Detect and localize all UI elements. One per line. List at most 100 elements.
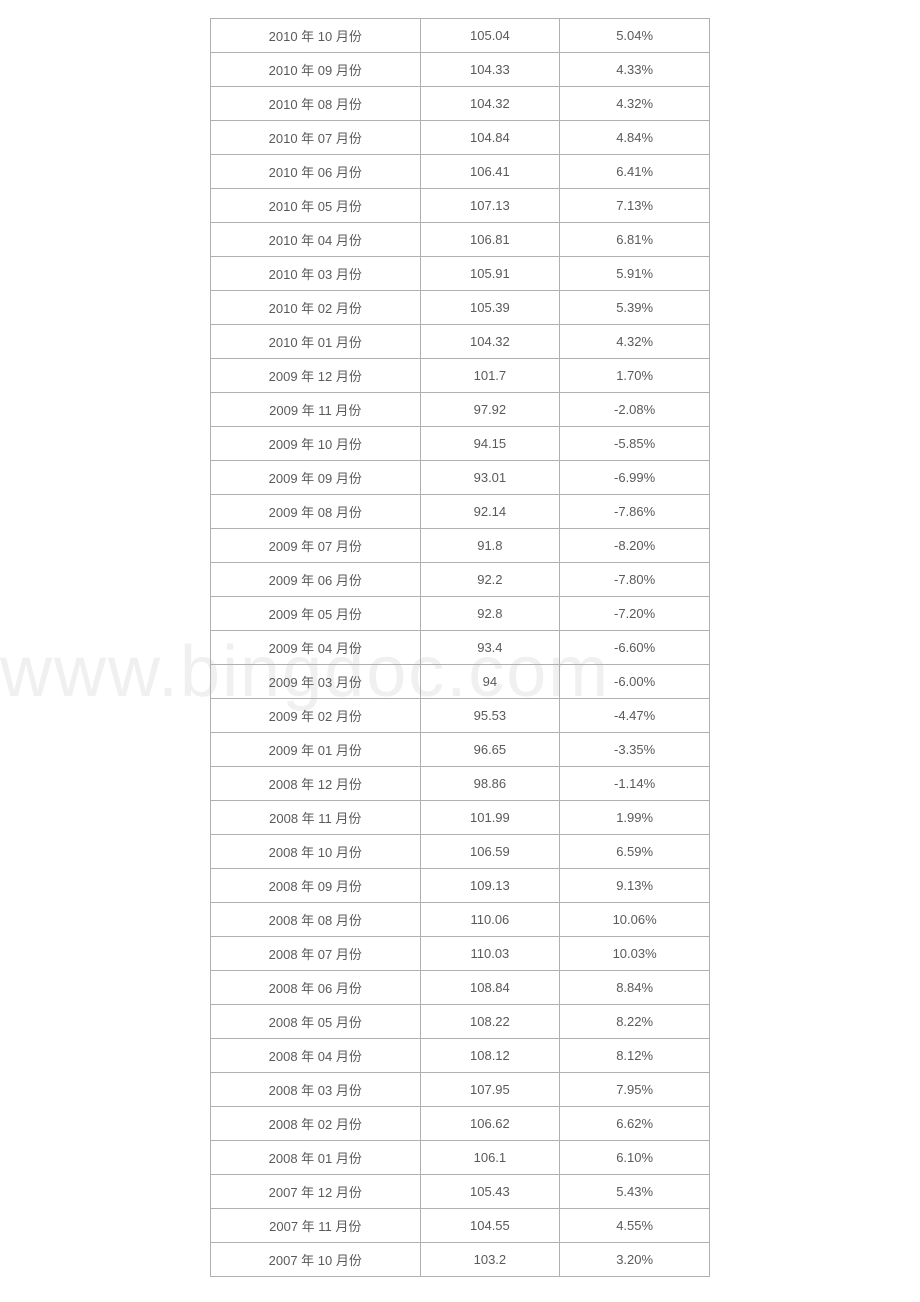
table-row: 2008 年 03 月份107.957.95% <box>211 1073 710 1107</box>
cell-value: 108.84 <box>420 971 560 1005</box>
cell-value: 104.32 <box>420 87 560 121</box>
cell-percent: 5.39% <box>560 291 710 325</box>
table-row: 2010 年 05 月份107.137.13% <box>211 189 710 223</box>
cell-value: 110.03 <box>420 937 560 971</box>
table-row: 2008 年 07 月份110.0310.03% <box>211 937 710 971</box>
cell-percent: 1.99% <box>560 801 710 835</box>
table-row: 2008 年 05 月份108.228.22% <box>211 1005 710 1039</box>
cell-date: 2007 年 11 月份 <box>211 1209 421 1243</box>
cell-value: 107.13 <box>420 189 560 223</box>
table-row: 2009 年 02 月份95.53-4.47% <box>211 699 710 733</box>
cell-value: 96.65 <box>420 733 560 767</box>
cell-percent: -7.20% <box>560 597 710 631</box>
cell-percent: 5.43% <box>560 1175 710 1209</box>
cell-percent: 3.20% <box>560 1243 710 1277</box>
table-row: 2009 年 08 月份92.14-7.86% <box>211 495 710 529</box>
table-row: 2010 年 10 月份105.045.04% <box>211 19 710 53</box>
cell-value: 105.91 <box>420 257 560 291</box>
cell-percent: 10.03% <box>560 937 710 971</box>
cell-value: 93.4 <box>420 631 560 665</box>
table-row: 2009 年 11 月份97.92-2.08% <box>211 393 710 427</box>
table-row: 2009 年 05 月份92.8-7.20% <box>211 597 710 631</box>
cell-percent: -7.80% <box>560 563 710 597</box>
cell-percent: -8.20% <box>560 529 710 563</box>
cell-percent: 5.91% <box>560 257 710 291</box>
cell-date: 2010 年 10 月份 <box>211 19 421 53</box>
table-row: 2009 年 04 月份93.4-6.60% <box>211 631 710 665</box>
table-row: 2008 年 10 月份106.596.59% <box>211 835 710 869</box>
cell-value: 106.62 <box>420 1107 560 1141</box>
cell-value: 101.7 <box>420 359 560 393</box>
table-row: 2008 年 02 月份106.626.62% <box>211 1107 710 1141</box>
cell-percent: 5.04% <box>560 19 710 53</box>
table-row: 2008 年 08 月份110.0610.06% <box>211 903 710 937</box>
cell-value: 103.2 <box>420 1243 560 1277</box>
cell-date: 2008 年 02 月份 <box>211 1107 421 1141</box>
cell-value: 94.15 <box>420 427 560 461</box>
cell-percent: -2.08% <box>560 393 710 427</box>
cell-value: 104.84 <box>420 121 560 155</box>
cell-percent: -5.85% <box>560 427 710 461</box>
cell-value: 95.53 <box>420 699 560 733</box>
table-row: 2008 年 01 月份106.16.10% <box>211 1141 710 1175</box>
table-row: 2010 年 04 月份106.816.81% <box>211 223 710 257</box>
table-row: 2008 年 12 月份98.86-1.14% <box>211 767 710 801</box>
cell-percent: 4.32% <box>560 87 710 121</box>
table-row: 2010 年 08 月份104.324.32% <box>211 87 710 121</box>
cell-date: 2010 年 09 月份 <box>211 53 421 87</box>
table-row: 2009 年 10 月份94.15-5.85% <box>211 427 710 461</box>
cell-value: 98.86 <box>420 767 560 801</box>
cell-percent: -1.14% <box>560 767 710 801</box>
cell-value: 107.95 <box>420 1073 560 1107</box>
cell-value: 97.92 <box>420 393 560 427</box>
cell-date: 2008 年 04 月份 <box>211 1039 421 1073</box>
cell-date: 2008 年 01 月份 <box>211 1141 421 1175</box>
cell-date: 2008 年 06 月份 <box>211 971 421 1005</box>
cell-percent: 6.59% <box>560 835 710 869</box>
cell-percent: 6.62% <box>560 1107 710 1141</box>
cell-date: 2008 年 05 月份 <box>211 1005 421 1039</box>
cell-date: 2008 年 12 月份 <box>211 767 421 801</box>
cell-value: 101.99 <box>420 801 560 835</box>
table-row: 2010 年 01 月份104.324.32% <box>211 325 710 359</box>
cell-value: 92.2 <box>420 563 560 597</box>
cell-percent: 7.13% <box>560 189 710 223</box>
table-row: 2008 年 11 月份101.991.99% <box>211 801 710 835</box>
cell-date: 2010 年 03 月份 <box>211 257 421 291</box>
cell-value: 104.33 <box>420 53 560 87</box>
page-container: 2010 年 10 月份105.045.04%2010 年 09 月份104.3… <box>0 0 920 1297</box>
cell-percent: -6.99% <box>560 461 710 495</box>
table-row: 2010 年 02 月份105.395.39% <box>211 291 710 325</box>
cell-date: 2008 年 07 月份 <box>211 937 421 971</box>
cell-percent: 8.12% <box>560 1039 710 1073</box>
cell-date: 2007 年 10 月份 <box>211 1243 421 1277</box>
table-row: 2010 年 03 月份105.915.91% <box>211 257 710 291</box>
table-row: 2010 年 07 月份104.844.84% <box>211 121 710 155</box>
cell-date: 2010 年 02 月份 <box>211 291 421 325</box>
cell-date: 2007 年 12 月份 <box>211 1175 421 1209</box>
cell-date: 2009 年 11 月份 <box>211 393 421 427</box>
cell-percent: 4.32% <box>560 325 710 359</box>
cell-percent: -6.00% <box>560 665 710 699</box>
cell-percent: -4.47% <box>560 699 710 733</box>
cell-value: 105.43 <box>420 1175 560 1209</box>
table-row: 2009 年 09 月份93.01-6.99% <box>211 461 710 495</box>
table-row: 2010 年 06 月份106.416.41% <box>211 155 710 189</box>
cell-date: 2009 年 01 月份 <box>211 733 421 767</box>
table-row: 2007 年 11 月份104.554.55% <box>211 1209 710 1243</box>
cell-date: 2008 年 11 月份 <box>211 801 421 835</box>
cell-value: 93.01 <box>420 461 560 495</box>
cell-percent: 8.84% <box>560 971 710 1005</box>
cell-percent: 4.55% <box>560 1209 710 1243</box>
cell-date: 2008 年 03 月份 <box>211 1073 421 1107</box>
table-row: 2008 年 04 月份108.128.12% <box>211 1039 710 1073</box>
cell-value: 105.39 <box>420 291 560 325</box>
cell-percent: 4.33% <box>560 53 710 87</box>
cell-date: 2008 年 08 月份 <box>211 903 421 937</box>
cell-date: 2010 年 04 月份 <box>211 223 421 257</box>
table-row: 2007 年 12 月份105.435.43% <box>211 1175 710 1209</box>
cell-percent: 6.81% <box>560 223 710 257</box>
cell-percent: 7.95% <box>560 1073 710 1107</box>
table-row: 2009 年 12 月份101.71.70% <box>211 359 710 393</box>
cell-date: 2009 年 02 月份 <box>211 699 421 733</box>
